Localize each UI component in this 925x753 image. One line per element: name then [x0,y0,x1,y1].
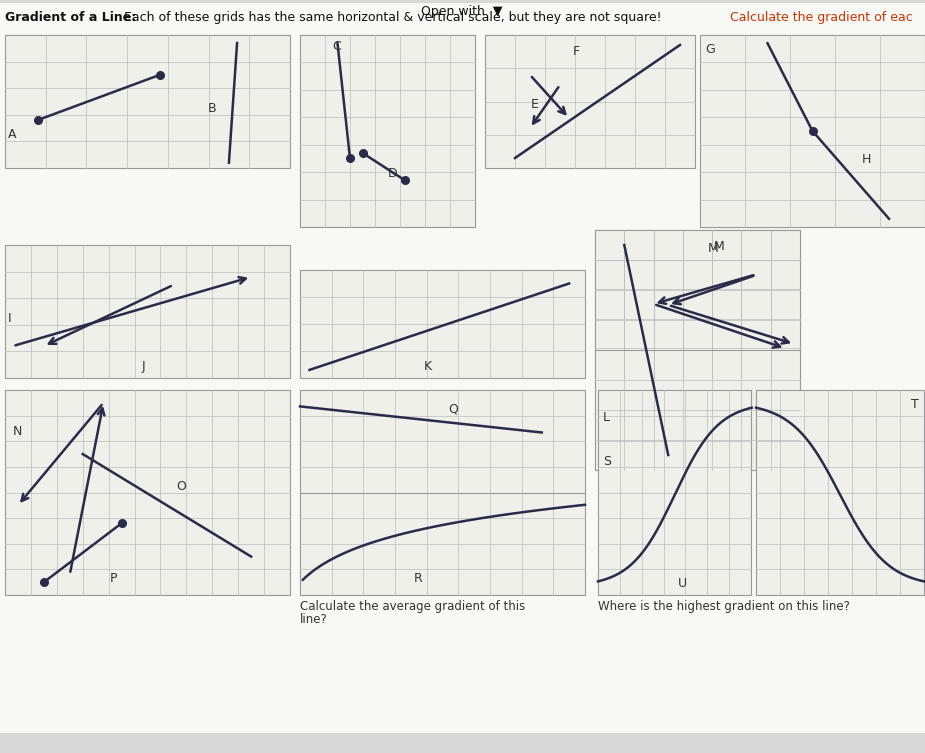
Text: M: M [708,242,719,255]
Text: K: K [425,360,432,373]
Text: J: J [142,360,145,373]
Text: O: O [176,480,186,493]
Text: C: C [332,40,341,53]
Bar [598,390,751,595]
Text: I: I [8,312,12,325]
Text: R: R [414,572,423,585]
Bar [5,35,290,168]
Bar [700,35,925,227]
Text: Each of these grids has the same horizontal & vertical scale, but they are not s: Each of these grids has the same horizon… [120,11,661,24]
Text: Calculate the gradient of eac: Calculate the gradient of eac [730,11,913,24]
Bar [300,35,475,227]
Bar [300,270,585,378]
Text: Calculate the average gradient of this: Calculate the average gradient of this [300,600,525,613]
Bar [5,245,290,378]
Bar [300,390,585,595]
Text: N: N [13,425,22,437]
Bar [595,230,800,470]
Text: P: P [109,572,117,585]
Text: Q: Q [449,402,458,415]
Bar [756,390,924,595]
Text: T: T [911,398,919,411]
Text: G: G [705,43,715,56]
Bar [485,35,695,168]
Text: L: L [603,410,610,424]
Bar [5,390,290,595]
Text: S: S [603,456,611,468]
Text: F: F [574,45,580,58]
Text: D: D [388,166,397,180]
Text: H: H [862,154,871,166]
Text: Where is the highest gradient on this line?: Where is the highest gradient on this li… [598,600,850,613]
Text: Gradient of a Line:: Gradient of a Line: [5,11,136,24]
Text: E: E [531,98,539,111]
Bar [595,230,800,378]
Text: A: A [8,128,17,142]
Text: M: M [714,240,724,253]
Text: line?: line? [300,613,327,626]
Text: Open with  ▼: Open with ▼ [421,5,503,18]
Text: U: U [678,577,687,590]
Text: B: B [207,102,216,114]
